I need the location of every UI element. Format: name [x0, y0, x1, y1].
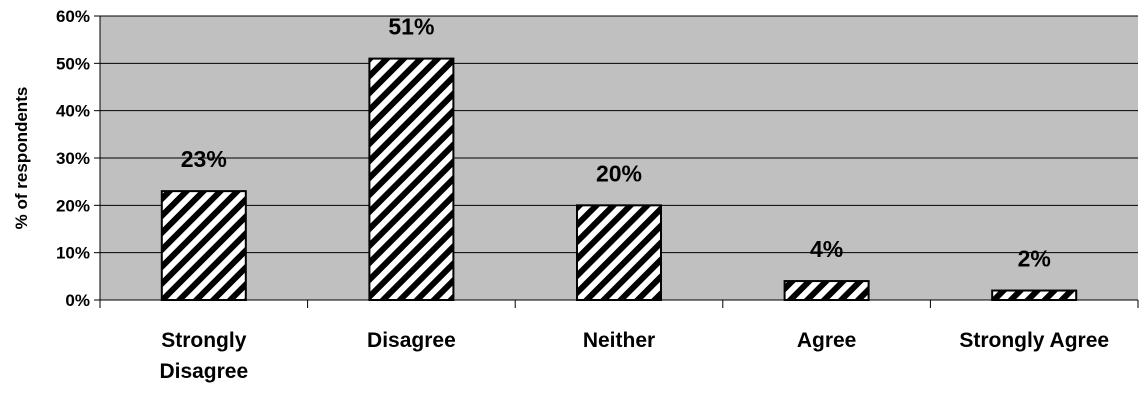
data-labels: 23% 51% 20% 4% 2% — [181, 14, 1051, 272]
y-tick-label: 20% — [56, 196, 90, 215]
data-label: 23% — [181, 146, 227, 172]
bar — [160, 190, 247, 301]
y-tick-label: 60% — [56, 7, 90, 26]
x-tick-marks — [99, 300, 1139, 308]
data-label: 2% — [1018, 246, 1051, 272]
y-tick-label: 40% — [56, 102, 90, 121]
y-tick-label: 30% — [56, 149, 90, 168]
data-label: 51% — [388, 14, 434, 40]
category-label: Strongly Agree — [959, 329, 1109, 352]
y-tick-label: 10% — [56, 244, 90, 263]
y-tick-labels: 0% 10% 20% 30% 40% 50% 60% — [56, 7, 100, 310]
data-label: 4% — [810, 236, 843, 262]
bar — [783, 280, 870, 302]
y-tick-label: 50% — [56, 54, 90, 73]
category-label: Disagree — [367, 329, 456, 352]
category-label: Agree — [797, 329, 857, 352]
bar — [991, 289, 1078, 301]
y-axis-title: % of respondents — [12, 87, 31, 230]
y-tick-label: 0% — [65, 291, 90, 310]
category-label: Neither — [583, 329, 655, 352]
data-label: 20% — [596, 160, 642, 186]
bars — [160, 57, 1078, 302]
bar — [576, 204, 662, 301]
category-label: Strongly Disagree — [159, 329, 248, 383]
category-labels: Strongly Disagree Disagree Neither Agree Stro… — [159, 329, 1109, 383]
bar — [368, 57, 455, 301]
